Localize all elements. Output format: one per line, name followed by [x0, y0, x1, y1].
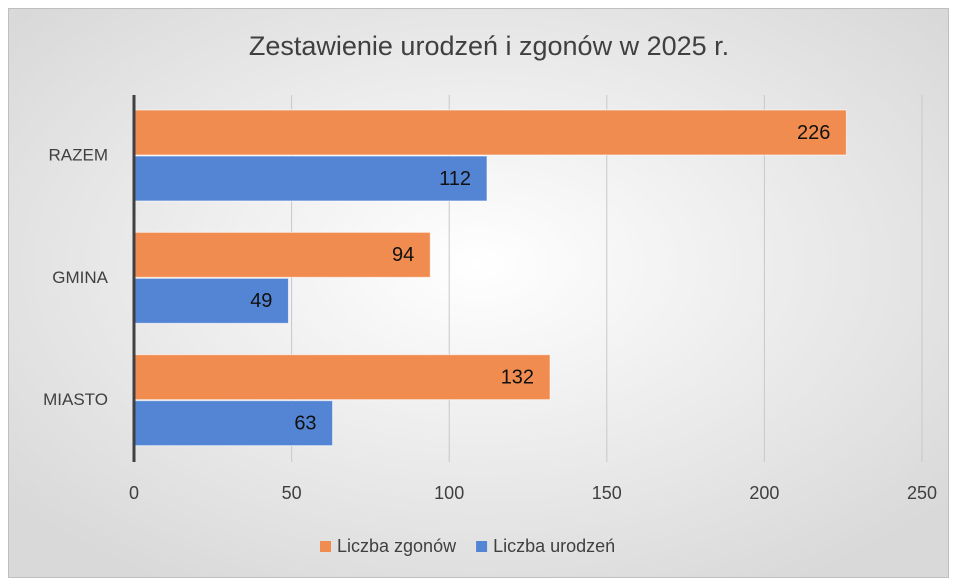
bar: [133, 109, 847, 156]
chart-title: Zestawienie urodzeń i zgonów w 2025 r.: [249, 31, 729, 61]
x-tick-label: 50: [282, 483, 302, 503]
y-tick-label: GMINA: [52, 268, 108, 287]
legend-swatch: [476, 541, 488, 552]
bar: [133, 231, 431, 278]
data-label: 63: [294, 412, 316, 434]
x-tick-label: 200: [749, 483, 779, 503]
data-label: 226: [797, 122, 830, 144]
data-label: 94: [392, 244, 414, 266]
legend-label: Liczba zgonów: [337, 536, 457, 556]
data-label: 49: [250, 290, 272, 312]
x-tick-label: 0: [129, 483, 139, 503]
data-label: 112: [439, 168, 471, 190]
bar: [133, 354, 551, 401]
x-tick-label: 100: [434, 483, 464, 503]
y-tick-label: MIASTO: [43, 390, 108, 409]
y-tick-label: RAZEM: [49, 145, 109, 164]
data-label: 132: [501, 366, 534, 388]
bar: [133, 400, 334, 447]
x-tick-label: 150: [592, 483, 622, 503]
bar: [133, 155, 488, 202]
legend-label: Liczba urodzeń: [493, 536, 615, 556]
x-tick-label: 250: [907, 483, 937, 503]
legend-swatch: [320, 541, 331, 552]
